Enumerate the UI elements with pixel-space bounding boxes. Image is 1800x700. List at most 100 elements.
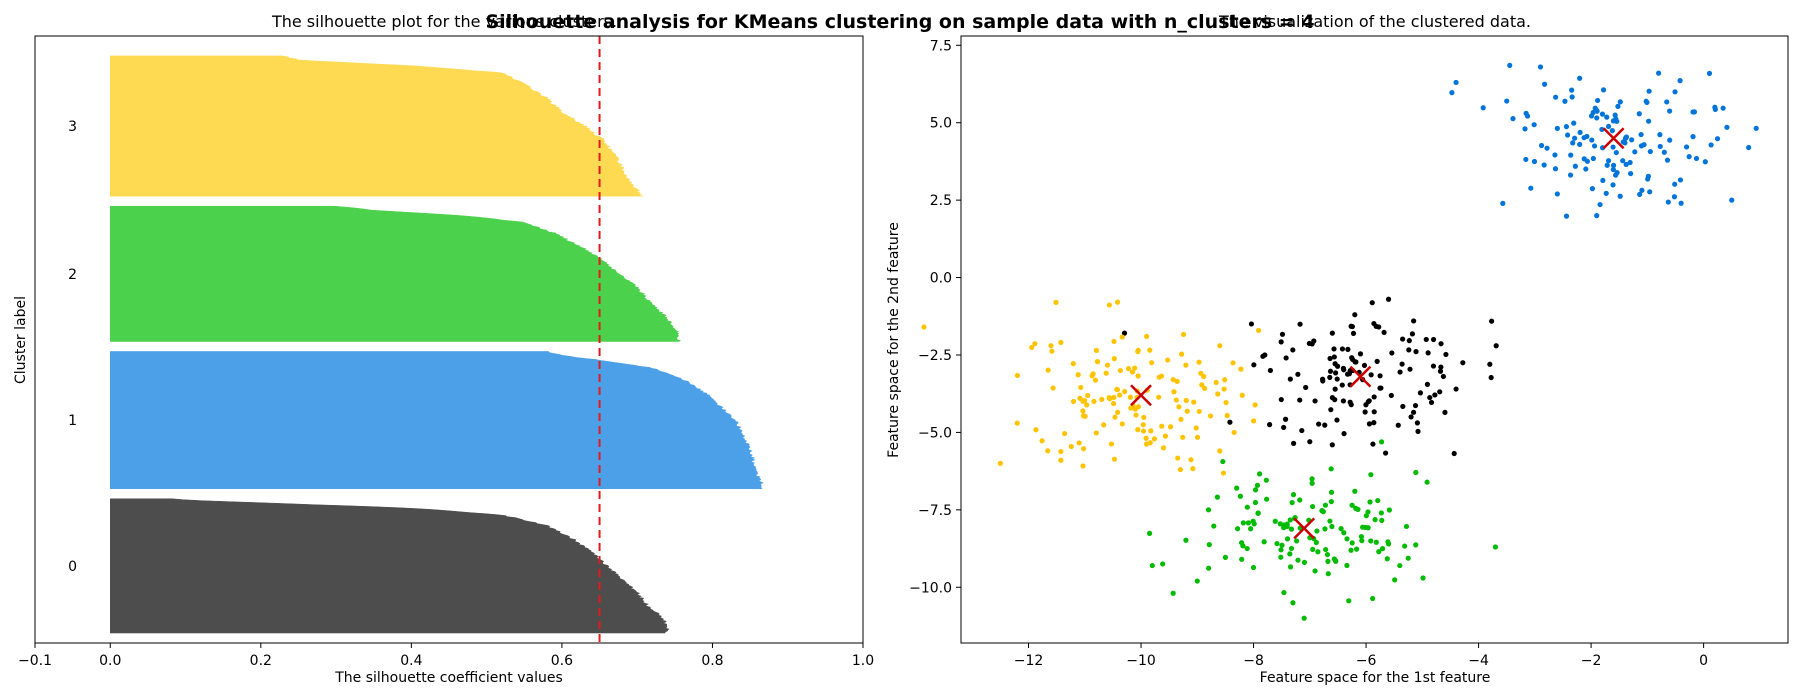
scatter-point-cluster-3 [1160, 445, 1167, 451]
scatter-point-cluster-3 [1183, 397, 1189, 404]
scatter-point-cluster-3 [1140, 428, 1147, 434]
scatter-point-cluster-0 [1371, 320, 1377, 327]
scatter-point-cluster-0 [1281, 424, 1287, 431]
scatter-point-cluster-1 [1453, 79, 1459, 86]
scatter-point-cluster-0 [1408, 414, 1414, 420]
scatter-point-cluster-3 [1127, 394, 1133, 400]
scatter-point-cluster-1 [1628, 170, 1634, 177]
scatter-point-cluster-0 [1397, 369, 1403, 375]
scatter-point-cluster-3 [1122, 388, 1128, 395]
scatter-point-cluster-3 [1173, 397, 1179, 403]
scatter-point-cluster-2 [1329, 523, 1335, 530]
scatter-point-cluster-1 [1600, 87, 1607, 93]
scatter-point-cluster-1 [1571, 120, 1577, 126]
scatter-xtick-label: −8 [1243, 653, 1264, 669]
scatter-point-cluster-2 [1315, 549, 1321, 555]
scatter-point-cluster-0 [1377, 385, 1383, 391]
scatter-point-cluster-2 [1257, 471, 1263, 477]
scatter-point-cluster-1 [1706, 70, 1713, 76]
scatter-point-cluster-1 [1604, 114, 1610, 120]
scatter-point-cluster-1 [1595, 97, 1601, 104]
scatter-point-cluster-3 [1050, 385, 1056, 391]
scatter-point-cluster-1 [1686, 154, 1692, 160]
scatter-point-cluster-1 [1577, 141, 1583, 147]
scatter-point-cluster-0 [1437, 389, 1443, 395]
scatter-point-cluster-0 [1334, 417, 1340, 423]
scatter-point-cluster-0 [1432, 392, 1438, 398]
scatter-point-cluster-0 [1350, 330, 1357, 336]
scatter-point-cluster-3 [1135, 347, 1141, 353]
scatter-point-cluster-2 [1287, 551, 1293, 557]
scatter-point-cluster-0 [1361, 362, 1368, 369]
scatter-point-cluster-0 [1339, 346, 1346, 352]
scatter-point-cluster-0 [1341, 367, 1347, 373]
scatter-point-cluster-2 [1234, 485, 1240, 491]
scatter-point-cluster-2 [1328, 466, 1334, 472]
scatter-point-cluster-2 [1420, 575, 1426, 581]
scatter-point-cluster-3 [1112, 414, 1118, 420]
scatter-point-cluster-3 [1070, 398, 1077, 405]
scatter-point-cluster-2 [1252, 499, 1259, 506]
scatter-point-cluster-2 [1368, 538, 1374, 544]
scatter-point-cluster-2 [1328, 489, 1335, 495]
scatter-point-cluster-2 [1222, 554, 1229, 561]
scatter-point-cluster-3 [1114, 386, 1120, 393]
scatter-point-cluster-1 [1500, 200, 1506, 206]
scatter-point-cluster-2 [1397, 562, 1403, 569]
scatter-point-cluster-3 [1193, 425, 1199, 431]
scatter-ytick-label: −10.0 [909, 580, 952, 596]
scatter-point-cluster-0 [1291, 440, 1297, 446]
scatter-point-cluster-2 [1310, 546, 1316, 552]
scatter-plot-frame [960, 35, 1789, 644]
scatter-point-cluster-2 [1378, 510, 1384, 516]
scatter-point-cluster-1 [1569, 94, 1575, 100]
scatter-point-cluster-1 [1677, 78, 1683, 84]
scatter-point-cluster-0 [1437, 368, 1444, 374]
scatter-point-cluster-2 [1322, 502, 1329, 508]
scatter-point-cluster-2 [1344, 536, 1350, 542]
scatter-point-cluster-2 [1353, 546, 1360, 552]
scatter-point-cluster-3 [1238, 366, 1244, 372]
scatter-xtick-label: −4 [1468, 653, 1489, 669]
scatter-point-cluster-0 [1400, 403, 1406, 410]
scatter-point-cluster-0 [1424, 381, 1430, 387]
scatter-point-cluster-0 [1331, 354, 1337, 360]
scatter-xtick-label: 0 [1699, 653, 1708, 669]
silhouette-xtick-label: 0.6 [551, 653, 573, 669]
scatter-point-cluster-2 [1272, 518, 1278, 524]
silhouette-xticks: −0.1 0.0 0.2 0.4 0.6 0.8 1.0 [18, 643, 874, 669]
scatter-point-cluster-1 [1480, 105, 1486, 111]
scatter-point-cluster-3 [1081, 446, 1087, 452]
scatter-point-cluster-2 [1386, 507, 1392, 513]
scatter-point-cluster-0 [1414, 420, 1420, 426]
silhouette-fill-cluster-0 [110, 498, 670, 634]
scatter-point-cluster-2 [1290, 600, 1296, 606]
scatter-point-cluster-2 [1309, 480, 1315, 486]
scatter-point-cluster-0 [1438, 341, 1444, 347]
scatter-point-cluster-1 [1683, 144, 1690, 150]
scatter-point-cluster-1 [1724, 124, 1730, 130]
scatter-point-cluster-3 [1091, 398, 1097, 404]
scatter-point-cluster-1 [1632, 149, 1638, 155]
scatter-point-cluster-3 [1167, 424, 1174, 430]
scatter-point-cluster-2 [1310, 503, 1316, 510]
scatter-point-cluster-1 [1672, 89, 1678, 95]
centroid-marker-cluster-0 [1349, 365, 1372, 388]
scatter-point-cluster-3 [997, 460, 1003, 466]
scatter-point-cluster-2 [1349, 540, 1355, 546]
scatter-point-cluster-0 [1417, 390, 1423, 396]
scatter-point-cluster-3 [1104, 362, 1111, 368]
scatter-point-cluster-3 [1132, 406, 1138, 412]
scatter-point-cluster-0 [1365, 399, 1371, 405]
scatter-point-cluster-2 [1206, 565, 1212, 571]
centroid-stroke [1293, 517, 1316, 540]
scatter-point-cluster-1 [1563, 213, 1570, 219]
scatter-point-cluster-1 [1590, 155, 1596, 162]
scatter-point-cluster-0 [1406, 338, 1412, 344]
silhouette-plot-area: 0 1 2 3 [68, 36, 765, 643]
scatter-point-cluster-3 [1070, 361, 1076, 367]
scatter-point-cluster-3 [1117, 367, 1123, 374]
scatter-point-cluster-3 [1231, 429, 1237, 436]
scatter-point-cluster-2 [1170, 590, 1176, 596]
scatter-point-cluster-1 [1639, 187, 1645, 193]
